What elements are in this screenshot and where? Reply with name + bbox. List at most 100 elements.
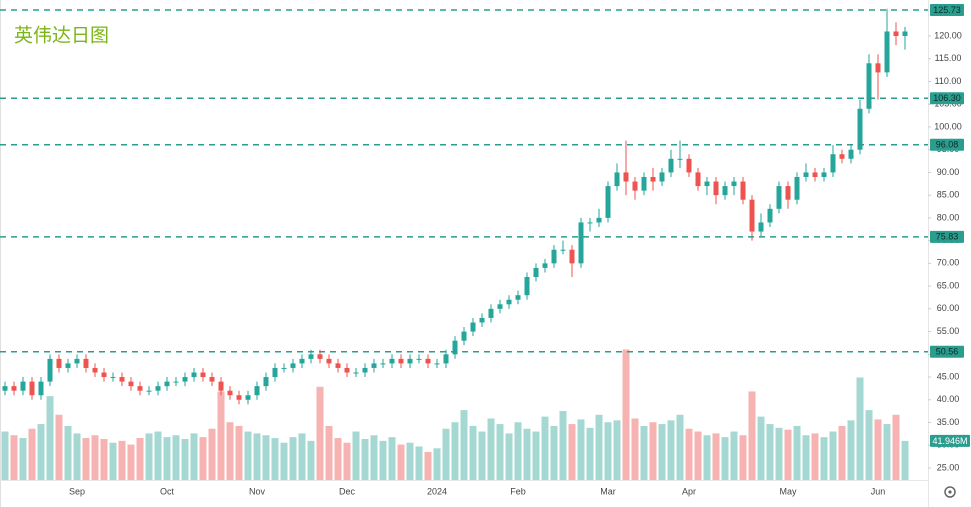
volume-bar xyxy=(622,349,630,480)
level-label: 75.83 xyxy=(936,232,959,242)
volume-bar xyxy=(217,391,225,480)
volume-bar xyxy=(613,420,621,480)
volume-bar xyxy=(91,435,99,480)
volume-bar xyxy=(541,416,549,480)
volume-bar xyxy=(208,428,216,480)
volume-bar xyxy=(595,414,603,480)
volume-bar xyxy=(577,419,585,480)
volume-bar xyxy=(586,427,594,480)
candle-body xyxy=(578,222,584,264)
candle-body xyxy=(245,395,251,400)
x-tick-label: May xyxy=(779,486,797,496)
volume-bar xyxy=(442,428,450,480)
candle-body xyxy=(299,358,305,364)
candle-body xyxy=(587,222,593,224)
gear[interactable] xyxy=(944,486,956,498)
candle-body xyxy=(614,172,620,187)
y-tick-label: 35.00 xyxy=(937,417,960,427)
y-tick-label: 55.00 xyxy=(937,326,960,336)
volume-bar xyxy=(712,433,720,480)
volume-bar xyxy=(451,422,459,480)
candle-body xyxy=(776,186,782,209)
volume-bar xyxy=(37,424,45,480)
candle-body xyxy=(398,358,404,364)
candle-body xyxy=(497,304,503,309)
candle-body xyxy=(515,295,521,300)
volume-bar xyxy=(874,419,882,480)
candle-body xyxy=(335,363,341,368)
volume-bar xyxy=(550,425,558,480)
gear-center[interactable] xyxy=(948,490,952,494)
candle-body xyxy=(110,377,116,379)
candle-body xyxy=(2,386,8,391)
candle-body xyxy=(857,108,863,150)
candle-body xyxy=(101,372,107,378)
candle-body xyxy=(713,181,719,196)
volume-bar xyxy=(838,425,846,480)
volume-bar xyxy=(694,431,702,480)
candle-body xyxy=(506,299,512,305)
candle-body xyxy=(272,367,278,378)
volume-bar xyxy=(361,438,369,480)
candle-body xyxy=(209,377,215,382)
candle-body xyxy=(416,358,422,360)
candle-body xyxy=(353,372,359,374)
candle-body xyxy=(623,172,629,182)
volume-bar xyxy=(478,431,486,480)
candle-body xyxy=(65,363,71,368)
volume-bar xyxy=(892,414,900,480)
candle-body xyxy=(254,386,260,396)
volume-bar xyxy=(280,442,288,480)
volume-bar xyxy=(55,414,63,480)
volume-bar xyxy=(811,433,819,480)
candle-body xyxy=(731,181,737,187)
candle-body xyxy=(173,381,179,383)
candle-body xyxy=(434,363,440,365)
volume-bar xyxy=(1,431,9,480)
volume-bar xyxy=(514,422,522,480)
y-tick-label: 110.00 xyxy=(935,76,962,86)
volume-bar xyxy=(325,425,333,480)
volume-bar xyxy=(505,433,513,480)
level-label-box xyxy=(930,230,964,243)
candle-body xyxy=(443,354,449,364)
volume-bar xyxy=(496,424,504,480)
chart-title: 英伟达日图 xyxy=(14,25,109,47)
candle-body xyxy=(11,386,17,391)
candle-body xyxy=(191,372,197,378)
candle-body xyxy=(200,372,206,378)
x-tick-label: Apr xyxy=(682,486,696,496)
x-tick-label: Dec xyxy=(339,486,356,496)
volume-bar xyxy=(784,429,792,480)
volume-bar xyxy=(460,410,468,480)
volume-bar xyxy=(469,425,477,480)
candle-body xyxy=(695,172,701,187)
x-tick-label: Oct xyxy=(160,486,175,496)
volume-bar xyxy=(397,444,405,480)
candle-body xyxy=(164,381,170,387)
volume-bar xyxy=(766,424,774,480)
candle-body xyxy=(281,367,287,369)
candle-body xyxy=(83,358,89,368)
volume-bar xyxy=(145,433,153,480)
y-tick-label: 120.00 xyxy=(934,30,962,40)
volume-bar xyxy=(10,435,18,480)
level-label: 50.56 xyxy=(936,347,959,357)
candle-body xyxy=(362,367,368,373)
volume-bar xyxy=(424,452,432,480)
settings-icon[interactable] xyxy=(944,486,956,498)
x-tick-label: Nov xyxy=(249,486,266,496)
candle-body xyxy=(884,31,890,73)
y-tick-label: 115.00 xyxy=(935,53,962,63)
candle-body xyxy=(29,381,35,396)
candle-body xyxy=(542,263,548,268)
x-tick-label: Feb xyxy=(510,486,526,496)
volume-label-box xyxy=(930,434,970,447)
x-tick-label: Jun xyxy=(871,486,886,496)
candle-body xyxy=(767,208,773,223)
candle-body xyxy=(812,172,818,177)
candle-body xyxy=(596,217,602,223)
